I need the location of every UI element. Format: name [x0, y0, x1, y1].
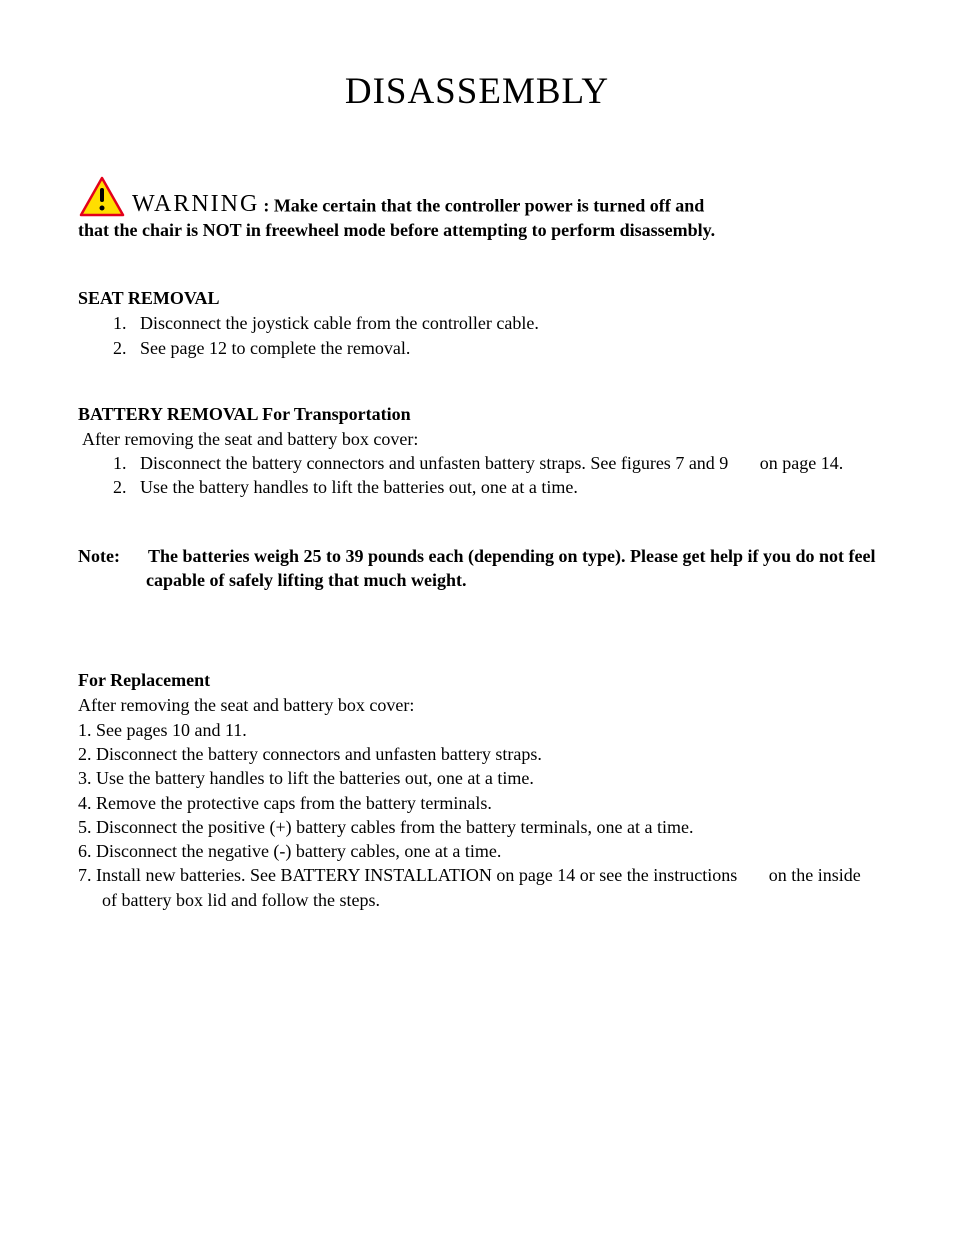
list-item: 1. Disconnect the joystick cable from th… — [96, 311, 876, 335]
warning-text-continuation: that the chair is NOT in freewheel mode … — [78, 218, 876, 242]
seat-removal-heading: SEAT REMOVAL — [78, 288, 876, 309]
list-item: 5. Disconnect the positive (+) battery c… — [78, 815, 876, 839]
battery-removal-heading: BATTERY REMOVAL For Transportation — [78, 404, 876, 425]
replacement-section: For Replacement After removing the seat … — [78, 670, 876, 912]
page-title: DISASSEMBLY — [78, 70, 876, 113]
list-item: 1. Disconnect the battery connectors and… — [96, 451, 876, 475]
seat-removal-section: SEAT REMOVAL 1. Disconnect the joystick … — [78, 288, 876, 360]
replacement-heading: For Replacement — [78, 670, 876, 691]
battery-removal-list: 1. Disconnect the battery connectors and… — [78, 451, 876, 500]
list-item: 2. Use the battery handles to lift the b… — [96, 475, 876, 499]
note-text: The batteries weigh 25 to 39 pounds each… — [146, 546, 876, 590]
list-item: 3. Use the battery handles to lift the b… — [78, 766, 876, 790]
list-item: 4. Remove the protective caps from the b… — [78, 791, 876, 815]
list-item: 2. Disconnect the battery connectors and… — [78, 742, 876, 766]
warning-icon — [78, 175, 126, 224]
replacement-intro: After removing the seat and battery box … — [78, 693, 876, 717]
warning-block: WARNING : Make certain that the controll… — [78, 175, 876, 242]
list-item: 1. See pages 10 and 11. — [78, 718, 876, 742]
warning-text-inline: : Make certain that the controller power… — [263, 196, 704, 216]
warning-label: WARNING — [132, 191, 259, 217]
note-label: Note: — [78, 546, 120, 566]
list-item: 2. See page 12 to complete the removal. — [96, 336, 876, 360]
note-block: Note: The batteries weigh 25 to 39 pounds… — [78, 544, 876, 593]
battery-removal-section: BATTERY REMOVAL For Transportation After… — [78, 404, 876, 500]
list-item: 6. Disconnect the negative (-) battery c… — [78, 839, 876, 863]
seat-removal-list: 1. Disconnect the joystick cable from th… — [78, 311, 876, 360]
replacement-list: 1. See pages 10 and 11. 2. Disconnect th… — [78, 718, 876, 912]
battery-removal-intro: After removing the seat and battery box … — [82, 427, 876, 451]
list-item: 7. Install new batteries. See BATTERY IN… — [78, 863, 876, 912]
